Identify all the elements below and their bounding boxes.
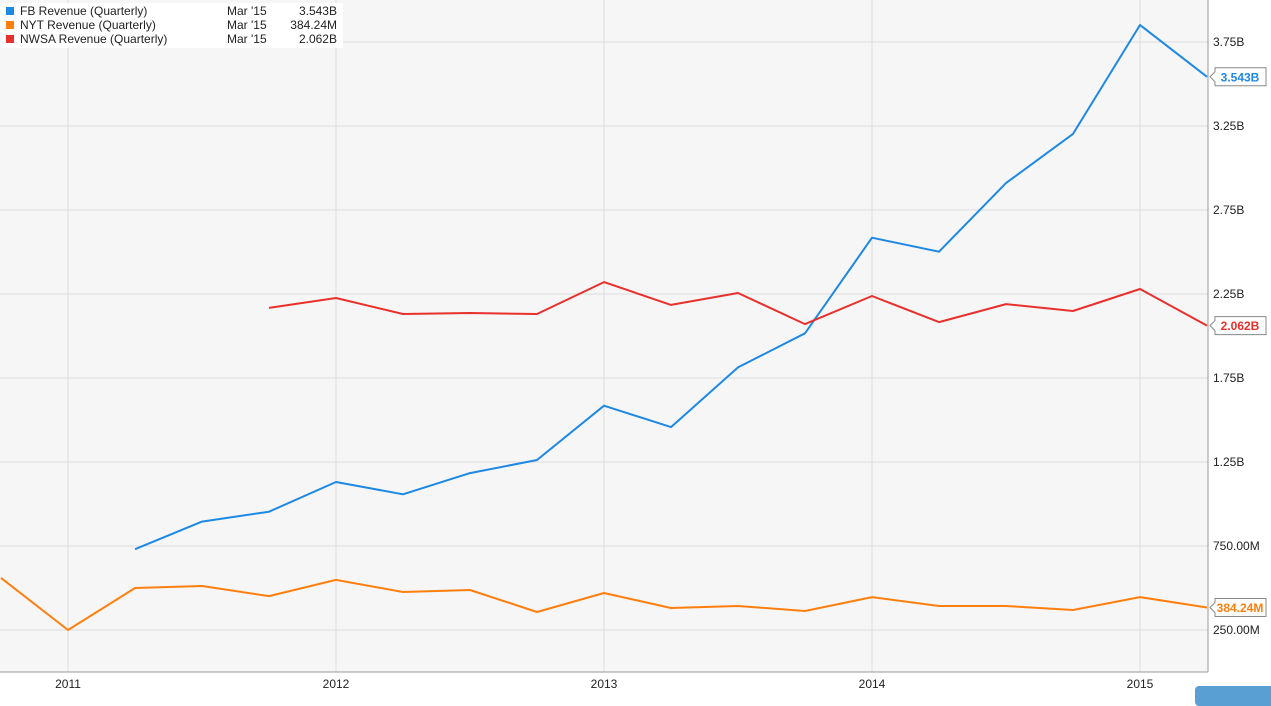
legend-date: Mar '15 [227, 4, 277, 18]
y-tick-label: 750.00M [1213, 539, 1260, 553]
fb-swatch-icon [6, 7, 14, 15]
value-flag-text: 2.062B [1221, 319, 1260, 333]
x-tick-label: 2012 [323, 677, 350, 691]
y-tick-label: 1.75B [1213, 371, 1244, 385]
y-tick-label: 3.75B [1213, 35, 1244, 49]
legend-date: Mar '15 [227, 32, 277, 46]
x-tick-label: 2014 [859, 677, 886, 691]
legend-item-fb[interactable]: FB Revenue (Quarterly) Mar '15 3.543B [6, 4, 337, 18]
legend-item-nwsa[interactable]: NWSA Revenue (Quarterly) Mar '15 2.062B [6, 32, 337, 46]
legend-value: 2.062B [277, 32, 337, 46]
value-flag-text: 3.543B [1221, 70, 1260, 84]
value-flag-text: 384.24M [1217, 601, 1264, 615]
y-tick-label: 1.25B [1213, 455, 1244, 469]
last-value-label: 2.062B [1210, 317, 1266, 335]
nwsa-swatch-icon [6, 35, 14, 43]
legend-item-nyt[interactable]: NYT Revenue (Quarterly) Mar '15 384.24M [6, 18, 337, 32]
legend-value: 3.543B [277, 4, 337, 18]
nyt-swatch-icon [6, 21, 14, 29]
x-tick-label: 2013 [591, 677, 618, 691]
x-tick-label: 2015 [1127, 677, 1154, 691]
legend-name: FB Revenue (Quarterly) [20, 4, 227, 18]
edit-button[interactable] [1195, 686, 1271, 706]
legend: FB Revenue (Quarterly) Mar '15 3.543B NY… [0, 3, 343, 48]
legend-name: NWSA Revenue (Quarterly) [20, 32, 227, 46]
last-value-label: 384.24M [1210, 598, 1266, 616]
last-value-label: 3.543B [1210, 68, 1266, 86]
legend-name: NYT Revenue (Quarterly) [20, 18, 227, 32]
y-tick-label: 2.25B [1213, 287, 1244, 301]
y-tick-label: 250.00M [1213, 623, 1260, 637]
y-tick-label: 3.25B [1213, 119, 1244, 133]
revenue-line-chart: 250.00M 750.00M 1.25B 1.75B 2.25B 2.75B 3.25B 3… [0, 0, 1271, 691]
x-tick-label: 2011 [55, 677, 81, 691]
y-tick-label: 2.75B [1213, 203, 1244, 217]
legend-date: Mar '15 [227, 18, 277, 32]
legend-value: 384.24M [277, 18, 337, 32]
